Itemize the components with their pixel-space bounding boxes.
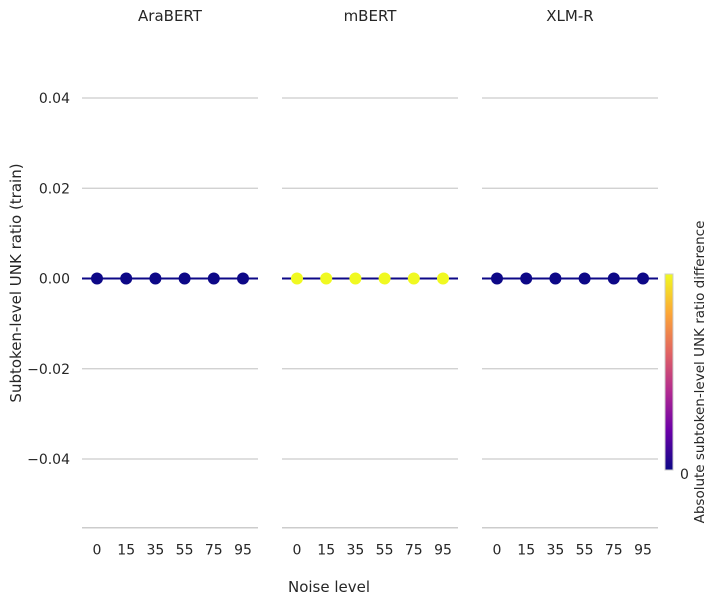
panel-mbert: mBERT 0 15 35 55 75 95 — [282, 7, 458, 559]
x-tick-label: 15 — [317, 543, 335, 559]
x-tick-label: 0 — [293, 543, 302, 559]
y-tick-label: 0.00 — [39, 272, 70, 288]
x-tick-label: 95 — [634, 543, 652, 559]
data-point — [491, 272, 503, 285]
colorbar-gradient — [664, 273, 674, 471]
data-point — [149, 272, 162, 285]
colorbar-tick-label: 0 — [680, 467, 689, 483]
x-tick-label: 55 — [376, 543, 394, 559]
x-axis-label: Noise level — [288, 578, 370, 596]
data-point — [349, 272, 362, 285]
y-axis-label: Subtoken-level UNK ratio (train) — [7, 163, 25, 402]
data-point — [637, 272, 649, 285]
data-point — [407, 272, 420, 285]
x-tick-label: 35 — [146, 543, 164, 559]
panels: AraBERT 0 15 35 55 75 95 mBERT 0 15 35 55 75 95 XLM-R 0… — [82, 7, 658, 559]
data-point — [237, 272, 249, 285]
data-point — [207, 272, 220, 285]
panel-xlm-r: XLM-R 0 15 35 55 75 95 — [482, 7, 658, 559]
data-point — [378, 272, 391, 285]
data-point — [320, 272, 333, 285]
y-tick-label: 0.02 — [39, 181, 70, 197]
data-point — [549, 272, 562, 285]
x-tick-label: 35 — [546, 543, 564, 559]
data-point — [178, 272, 191, 285]
x-tick-label: 75 — [205, 543, 223, 559]
panel-title: XLM-R — [546, 7, 593, 25]
x-tick-label: 55 — [176, 543, 194, 559]
x-tick-label: 0 — [93, 543, 102, 559]
y-axis: 0.04 0.02 0.00 −0.02 −0.04 — [27, 91, 70, 468]
y-tick-label: −0.04 — [27, 452, 70, 468]
y-tick-label: 0.04 — [39, 91, 70, 107]
x-tick-label: 15 — [517, 543, 535, 559]
colorbar: 0 Absolute subtoken-level UNK ratio diff… — [664, 221, 708, 524]
data-point — [578, 272, 591, 285]
data-point — [437, 272, 449, 285]
data-point — [91, 272, 103, 285]
panel-arabert: AraBERT 0 15 35 55 75 95 — [82, 7, 258, 559]
data-point — [520, 272, 533, 285]
x-tick-label: 35 — [346, 543, 364, 559]
x-tick-label: 95 — [434, 543, 452, 559]
x-tick-label: 75 — [605, 543, 623, 559]
panel-title: mBERT — [344, 7, 398, 25]
colorbar-label: Absolute subtoken-level UNK ratio differ… — [692, 221, 708, 524]
data-point — [120, 272, 133, 285]
data-point — [607, 272, 620, 285]
panel-title: AraBERT — [138, 7, 203, 25]
y-tick-label: −0.02 — [27, 362, 70, 378]
x-tick-label: 95 — [234, 543, 252, 559]
x-tick-label: 55 — [576, 543, 594, 559]
x-tick-label: 75 — [405, 543, 423, 559]
data-point — [291, 272, 303, 285]
x-tick-label: 0 — [493, 543, 502, 559]
x-tick-label: 15 — [117, 543, 135, 559]
